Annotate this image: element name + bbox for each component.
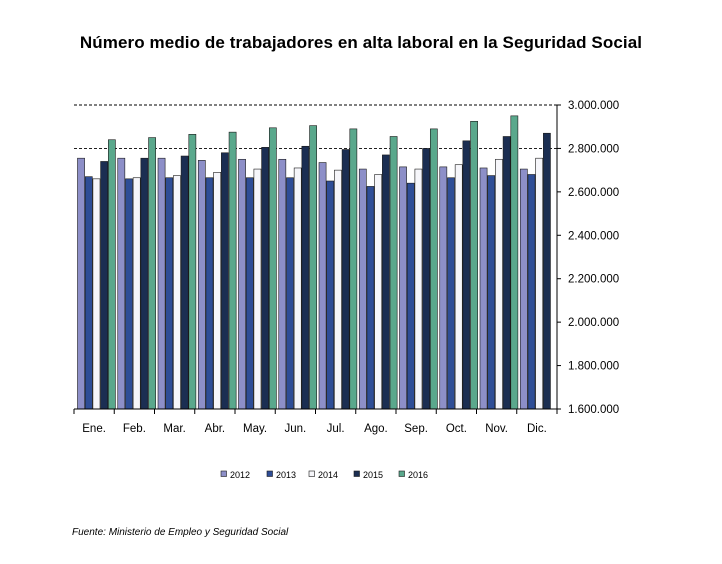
bar-2015-4 bbox=[221, 152, 229, 410]
bar-2012-6 bbox=[278, 158, 287, 410]
bar-2013-4 bbox=[205, 177, 214, 410]
legend-swatch-2014 bbox=[308, 470, 315, 477]
bar-2013-6 bbox=[286, 177, 294, 410]
bar-2016-11 bbox=[510, 115, 519, 410]
bar-2016-8 bbox=[389, 136, 398, 410]
bar-2016-7 bbox=[349, 128, 358, 410]
bar-2014-6 bbox=[293, 167, 302, 410]
axes bbox=[73, 104, 561, 414]
bar-2012-7 bbox=[318, 162, 327, 410]
y-axis-tick-labels: 1.600.000 1.800.000 2.000.000 2.200.000 2.40… bbox=[568, 100, 619, 416]
chart-title: Número medio de trabajadores en alta lab… bbox=[79, 33, 643, 52]
bar-2012-11 bbox=[479, 167, 488, 410]
source-note: Fuente: Ministerio de Empleo y Seguridad… bbox=[72, 527, 289, 538]
bar-2014-1 bbox=[92, 178, 101, 410]
bar-2013-10 bbox=[447, 177, 455, 410]
x-tick-label: Ene. bbox=[82, 423, 106, 435]
bar-2015-11 bbox=[502, 136, 511, 410]
y-tick-label: 2.200.000 bbox=[568, 274, 619, 286]
x-tick-label: Oct. bbox=[446, 423, 467, 435]
bar-2012-2 bbox=[117, 157, 126, 410]
bar-2014-9 bbox=[414, 168, 423, 410]
x-tick-label: May. bbox=[243, 423, 267, 435]
bar-2013-8 bbox=[366, 186, 375, 410]
bar-2016-4 bbox=[228, 131, 237, 410]
x-tick-label: Dic. bbox=[527, 423, 547, 435]
bar-2013-11 bbox=[487, 175, 496, 410]
bar-2013-12 bbox=[527, 174, 536, 410]
legend-label-2014: 2014 bbox=[318, 470, 338, 480]
bar-2014-7 bbox=[334, 169, 342, 410]
bar-2014-5 bbox=[253, 168, 262, 410]
legend-label-2013: 2013 bbox=[276, 470, 296, 480]
bar-2014-8 bbox=[374, 174, 383, 410]
y-tick-label: 2.800.000 bbox=[568, 143, 619, 155]
bar-2016-10 bbox=[470, 120, 478, 410]
x-tick-label: Abr. bbox=[205, 423, 225, 435]
legend-swatch-2013 bbox=[266, 470, 273, 477]
legend: 2012 2013 2014 2015 2016 bbox=[220, 470, 428, 480]
bar-2012-5 bbox=[238, 158, 246, 410]
x-tick-label: Feb. bbox=[123, 423, 146, 435]
bar-2012-3 bbox=[157, 157, 166, 410]
bar-2014-10 bbox=[454, 164, 463, 410]
bar-2014-2 bbox=[132, 177, 141, 410]
legend-label-2012: 2012 bbox=[230, 470, 250, 480]
x-tick-label: Nov. bbox=[485, 423, 508, 435]
bar-2015-8 bbox=[382, 154, 390, 410]
y-tick-label: 1.600.000 bbox=[568, 404, 619, 416]
y-tick-label: 2.600.000 bbox=[568, 187, 619, 199]
x-tick-label: Jun. bbox=[285, 423, 307, 435]
bar-2016-1 bbox=[108, 139, 116, 410]
bar-2016-6 bbox=[309, 125, 317, 410]
bar-2012-1 bbox=[77, 157, 85, 410]
y-tick-label: 3.000.000 bbox=[568, 100, 619, 112]
bar-2014-11 bbox=[495, 158, 503, 410]
y-tick-label: 2.000.000 bbox=[568, 317, 619, 329]
bar-2014-12 bbox=[535, 157, 544, 410]
x-tick-label: Jul. bbox=[327, 423, 345, 435]
bar-2013-3 bbox=[165, 177, 174, 410]
bar-2014-3 bbox=[173, 175, 181, 410]
bar-2016-9 bbox=[429, 128, 438, 410]
x-axis-tick-labels: Ene. Feb. Mar. Abr. May. Jun. Jul. Ago. Sep. Oct.… bbox=[82, 423, 547, 435]
bar-2015-2 bbox=[140, 157, 149, 410]
bar-2012-8 bbox=[358, 168, 367, 410]
x-tick-label: Mar. bbox=[163, 423, 185, 435]
legend-swatch-2012 bbox=[220, 470, 227, 477]
bar-2016-5 bbox=[268, 127, 277, 410]
bars bbox=[77, 115, 551, 410]
bar-2013-2 bbox=[125, 178, 133, 410]
bar-2015-1 bbox=[100, 161, 108, 410]
bar-2015-3 bbox=[180, 155, 189, 410]
bar-2015-10 bbox=[462, 140, 471, 410]
bar-2015-6 bbox=[301, 145, 310, 410]
bar-2015-5 bbox=[261, 147, 270, 410]
bar-2013-7 bbox=[326, 180, 335, 410]
bar-2016-3 bbox=[188, 134, 197, 410]
y-tick-label: 2.400.000 bbox=[568, 230, 619, 242]
bar-2012-12 bbox=[519, 168, 528, 410]
legend-label-2016: 2016 bbox=[408, 470, 428, 480]
bar-2016-2 bbox=[148, 137, 156, 410]
legend-label-2015: 2015 bbox=[363, 470, 383, 480]
bar-2015-9 bbox=[422, 148, 431, 410]
bar-2013-1 bbox=[84, 176, 93, 410]
bar-2013-9 bbox=[406, 182, 415, 410]
bar-2012-9 bbox=[399, 166, 407, 410]
bar-2013-5 bbox=[245, 177, 254, 410]
x-tick-label: Sep. bbox=[404, 423, 428, 435]
bar-2015-7 bbox=[341, 149, 350, 410]
bar-2012-10 bbox=[439, 166, 448, 410]
legend-swatch-2016 bbox=[398, 470, 405, 477]
bar-2014-4 bbox=[213, 172, 222, 410]
bar-2012-4 bbox=[197, 160, 206, 410]
legend-swatch-2015 bbox=[353, 470, 360, 477]
x-tick-label: Ago. bbox=[364, 423, 388, 435]
bar-2015-12 bbox=[543, 132, 551, 410]
y-tick-label: 1.800.000 bbox=[568, 361, 619, 373]
